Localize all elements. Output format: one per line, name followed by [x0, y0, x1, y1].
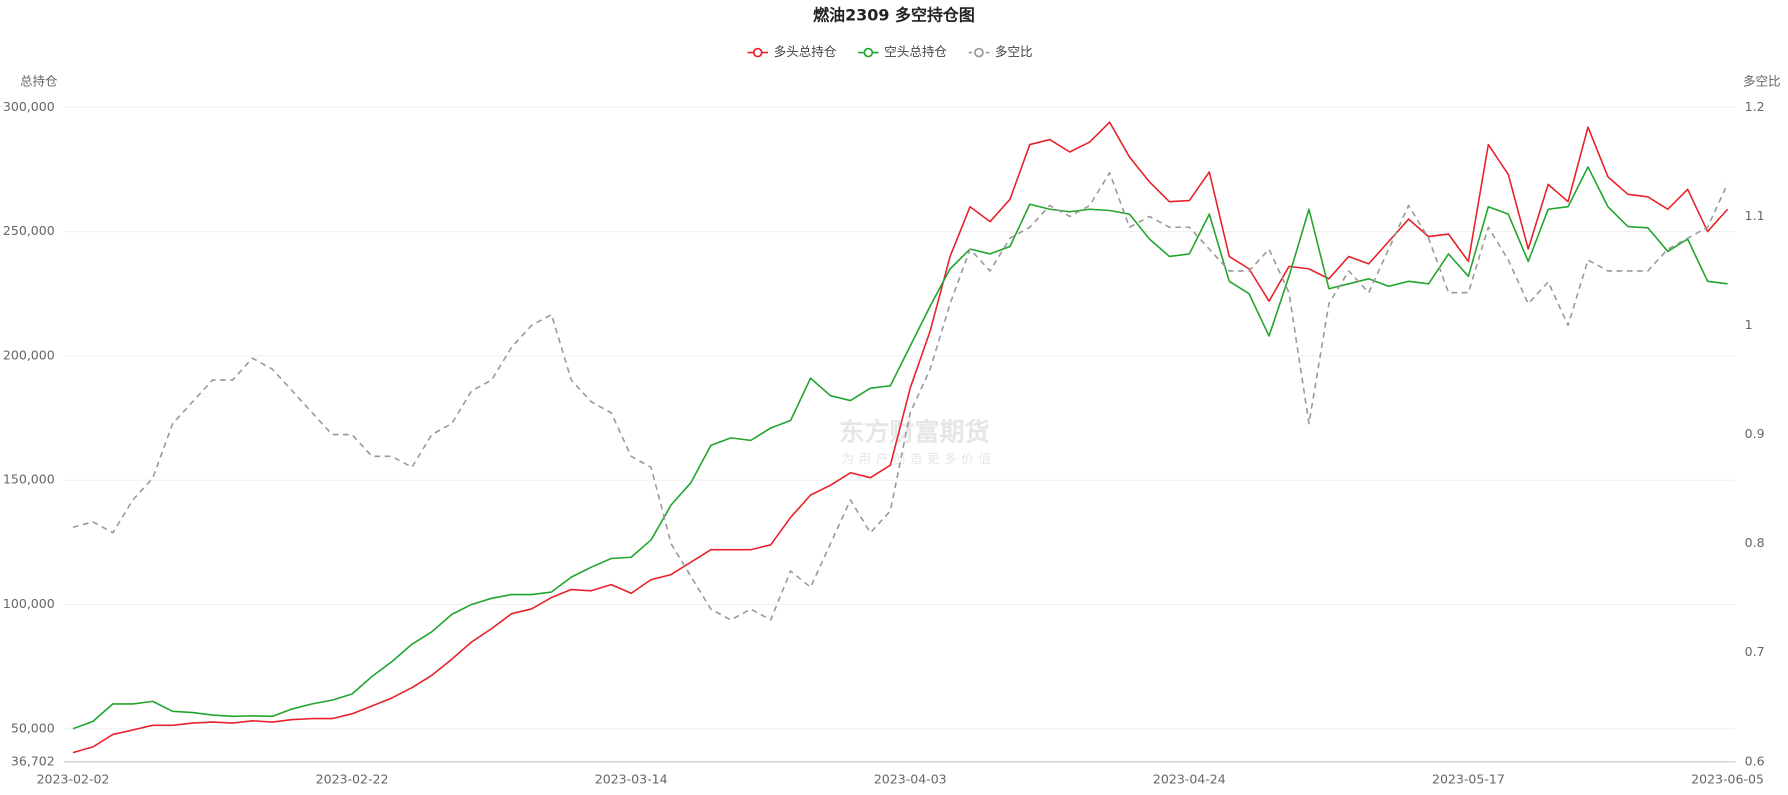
series-line: [72, 171, 1729, 621]
y-tick-label: 300,000: [3, 99, 55, 114]
legend-item: 空头总持仓: [858, 44, 947, 59]
watermark-slogan: 为用户创造更多价值: [842, 451, 996, 466]
y-axis-label: 总持仓: [20, 74, 58, 89]
y-tick-label: 200,000: [3, 347, 55, 362]
y-tick-label: 36,702: [11, 753, 55, 768]
x-tick-label: 2023-04-24: [1153, 772, 1226, 787]
y-tick-label: 50,000: [11, 720, 55, 735]
x-tick-label: 2023-06-05: [1691, 772, 1764, 787]
x-tick-label: 2023-02-22: [316, 772, 389, 787]
y2-axis-label: 多空比: [1743, 74, 1781, 89]
x-tick-label: 2023-04-03: [874, 772, 947, 787]
legend-marker: [974, 47, 984, 58]
y-tick-label: 250,000: [3, 223, 55, 238]
series-line: [72, 121, 1729, 754]
y2-tick-label: 0.9: [1745, 426, 1765, 441]
y2-tick-label: 0.6: [1745, 753, 1765, 768]
legend-item: 多头总持仓: [747, 44, 837, 59]
series-line: [72, 166, 1728, 730]
y2-tick-label: 1.2: [1745, 99, 1765, 114]
y-tick-label: 150,000: [3, 472, 55, 487]
y2-tick-label: 0.8: [1745, 535, 1765, 550]
y2-tick-label: 1: [1745, 317, 1753, 332]
y2-tick-label: 0.7: [1745, 644, 1765, 659]
x-tick-label: 2023-02-02: [37, 772, 110, 787]
legend-label: 多头总持仓: [774, 44, 837, 59]
y2-tick-label: 1.1: [1745, 208, 1765, 223]
x-tick-label: 2023-03-14: [595, 772, 668, 787]
legend-marker: [752, 47, 763, 58]
chart-title: 燃油2309 多空持仓图: [813, 6, 975, 25]
legend-label: 多空比: [995, 44, 1033, 59]
legend-marker: [863, 47, 874, 58]
y-tick-label: 100,000: [3, 596, 55, 611]
legend-item: 多空比: [968, 44, 1033, 59]
legend-label: 空头总持仓: [884, 44, 947, 59]
watermark: 东方财富期货: [839, 417, 989, 446]
x-tick-label: 2023-05-17: [1432, 772, 1505, 787]
